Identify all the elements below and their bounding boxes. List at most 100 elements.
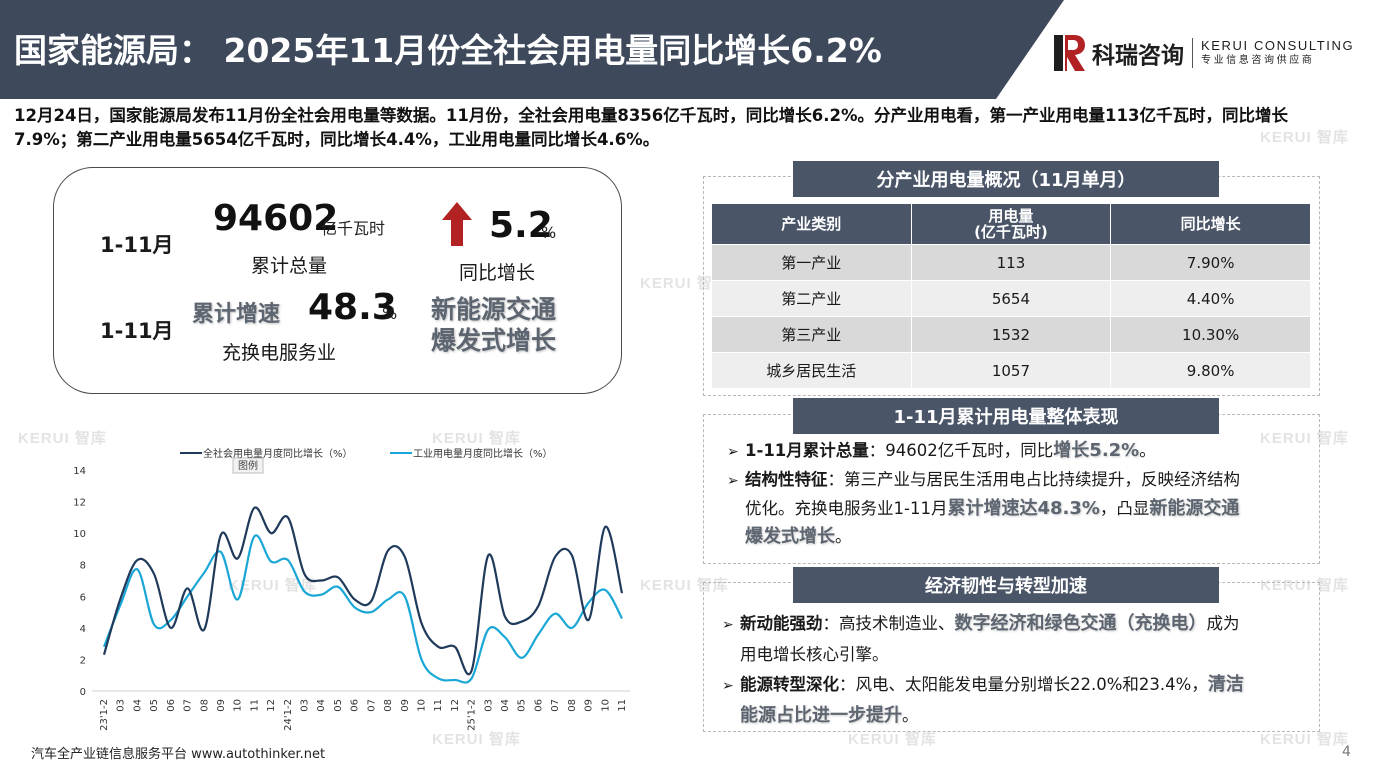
logo-en-line2: 专业信息咨询供应商 [1201,55,1315,66]
watermark: KERUI 智库 [1260,577,1349,594]
x-tick-label: 08 [383,699,394,712]
intro-paragraph: 12月24日，国家能源局发布11月份全社会用电量等数据。11月份，全社会用电量8… [14,106,1288,149]
table-row: 城乡居民生活 1057 9.80% [711,352,1311,389]
kpi-box [53,167,622,394]
footer-text: 汽车全产业链信息服务平台 www.autothinker.net [31,747,326,762]
table-header-usage: 用电量 (亿千瓦时) [974,207,1048,241]
page-number: 4 [1342,744,1351,760]
x-tick-label: 09 [584,699,595,712]
table-row: 第三产业 1532 10.30% [711,316,1311,353]
x-tick-label: 11 [249,699,260,712]
x-tick-label: 11 [433,699,444,712]
y-tick-label: 12 [73,498,86,509]
kerui-logo-icon [1054,35,1086,71]
table-cell: 10.30% [1110,316,1311,353]
section2-title: 1-11月累计用电量整体表现 [793,398,1219,434]
x-tick-label: 04 [132,699,143,712]
table-row: 第二产业 5654 4.40% [711,280,1311,317]
x-tick-label: 07 [366,699,377,712]
table-cell: 1057 [910,352,1112,389]
bullet-arrow-icon: ➢ [727,473,739,489]
bullet-item: ➢ 结构性特征：第三产业与居民生活用电占比持续提升，反映经济结构 优化。充换电服务… [727,466,1312,551]
page-title: 国家能源局： 2025年11月份全社会用电量同比增长6.2% [14,31,882,70]
x-tick-label: 04 [500,699,511,712]
x-tick-label: 10 [416,699,427,712]
table-row: 第一产业 113 7.90% [711,244,1311,281]
y-tick-label: 4 [80,624,86,635]
kpi-growth-value: 5.2 [489,205,553,246]
y-tick-label: 6 [80,592,86,603]
bullet-arrow-icon: ➢ [722,617,734,633]
x-tick-label: 06 [533,699,544,712]
bullet-arrow-icon: ➢ [722,678,734,694]
kpi-growth-unit: % [541,223,557,242]
x-tick-label: 08 [567,699,578,712]
kpi-total-value: 94602 [213,198,339,239]
logo-en-line1: KERUI CONSULTING [1201,38,1355,53]
x-tick-label: 09 [400,699,411,712]
watermark: KERUI 智库 [432,430,521,447]
kpi-cum-value: 48.3 [308,287,397,328]
x-tick-label: 05 [517,699,528,712]
x-tick-label: 07 [550,699,561,712]
x-tick-label: 23'1-2 [99,699,110,731]
watermark: KERUI 智库 [1260,731,1349,748]
kpi-highlight-line1: 新能源交通 [431,295,557,324]
table-header: 同比增长 [1110,203,1311,245]
logo-cn-text: 科瑞咨询 [1092,43,1184,69]
table-cell: 第三产业 [711,316,912,353]
table-header: 产业类别 [711,203,912,245]
watermark: KERUI 智库 [640,275,729,292]
y-tick-label: 10 [73,529,86,540]
watermark: KERUI 智库 [1260,129,1349,146]
series-line-1 [102,534,623,684]
industry-table: 产业类别 用电量 (亿千瓦时) 同比增长 第一产业 113 7.90% 第二产业 … [711,203,1311,389]
kpi-period-label-2: 1-11月 [100,319,174,343]
table-cell: 城乡居民生活 [711,352,912,389]
x-tick-label: 09 [216,699,227,712]
logo-separator [1192,38,1193,68]
legend-label: 工业用电量月度同比增长（%） [413,447,553,460]
line-chart: 0 2 4 6 8 10 12 14 23'1-2 03 04 05 06 07 08 09 10 11 12 24'… [0,440,660,740]
section3-title: 经济韧性与转型加速 [793,567,1219,603]
x-tick-label: 10 [233,699,244,712]
watermark: KERUI 智库 [432,731,521,748]
x-tick-label: 12 [266,699,277,712]
up-arrow-icon [442,202,472,250]
watermark: KERUI 智库 [1260,430,1349,447]
bullet-arrow-icon: ➢ [727,444,739,460]
x-tick-label: 03 [116,699,127,712]
x-tick-label: 07 [183,699,194,712]
kpi-growth-caption: 同比增长 [459,262,536,284]
section2-bullets: ➢ 1-11月累计总量：94602亿千瓦时，同比增长5.2%。 ➢ 结构性特征：第三… [727,437,1312,551]
section3-bullets: ➢ 新动能强劲：高技术制造业、数字经济和绿色交通（充换电）成为 用电增长核心引擎。… [722,609,1312,731]
kpi-total-caption: 累计总量 [251,255,328,277]
kpi-cum-label: 累计增速 [192,302,281,327]
y-tick-label: 2 [80,655,86,666]
x-tick-label: 11 [617,699,628,712]
legend-label: 全社会用电量月度同比增长（%） [203,447,353,460]
y-tick-label: 14 [73,466,86,477]
x-tick-label: 08 [199,699,210,712]
logo-en-block: KERUI CONSULTING 专业信息咨询供应商 [1201,38,1354,68]
bullet-item: ➢ 新动能强劲：高技术制造业、数字经济和绿色交通（充换电）成为 用电增长核心引擎。 [722,609,1312,670]
x-tick-label: 06 [166,699,177,712]
bullet-item: ➢ 能源转型深化：风电、太阳能发电量分别增长22.0%和23.4%，清洁 能源占比… [722,670,1312,731]
header-bar: 国家能源局： 2025年11月份全社会用电量同比增长6.2% 科瑞咨询 KERU… [0,0,1381,99]
x-tick-label: 03 [300,699,311,712]
table-cell: 113 [910,244,1112,281]
table-cell: 9.80% [1110,352,1311,389]
x-tick-label: 10 [600,699,611,712]
bullet-item: ➢ 1-11月累计总量：94602亿千瓦时，同比增长5.2%。 [727,437,1312,466]
header-background [0,0,1064,99]
x-tick-label: 05 [149,699,160,712]
x-tick-label: 04 [316,699,327,712]
table-cell: 5654 [910,280,1112,317]
x-tick-label: 12 [450,699,461,712]
watermark: KERUI 智库 [640,577,729,594]
x-tick-label: 24'1-2 [283,699,294,731]
watermark: KERUI 智库 [848,731,937,748]
line-chart-svg: 0 2 4 6 8 10 12 14 23'1-2 03 04 05 06 07 08 09 10 11 12 24'… [73,447,630,731]
x-tick-label: 25'1-2 [467,699,478,731]
kpi-period-label: 1-11月 [100,233,174,257]
